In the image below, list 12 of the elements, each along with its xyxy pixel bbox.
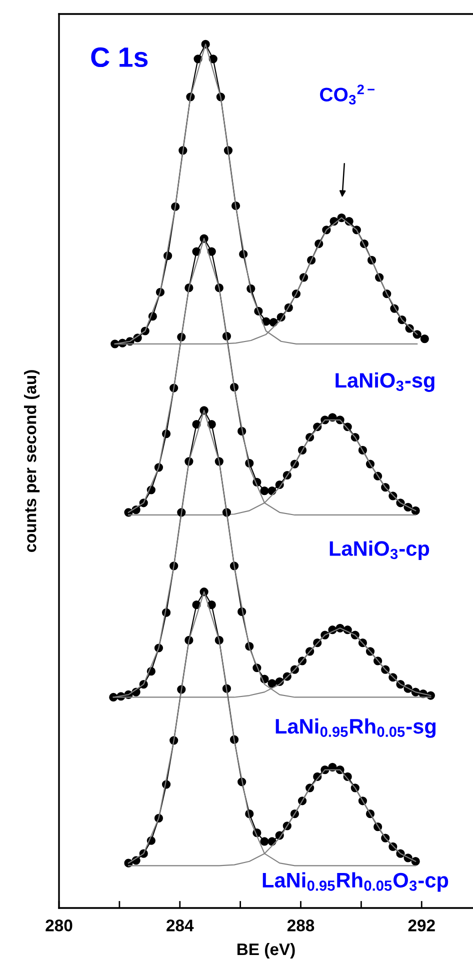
- x-tick-label: 292: [408, 920, 435, 932]
- x-tick-label: 280: [46, 920, 72, 932]
- x-axis-title: BE (eV): [237, 942, 295, 959]
- x-tick-label: 288: [287, 920, 314, 932]
- annotation: LaNiO$_{3}$-cp: [330, 540, 430, 560]
- annotation: LaNi$_{0.95}$Rh$_{0.05}$-sg: [276, 718, 436, 738]
- annotation: C 1s: [91, 47, 148, 68]
- annotation: CO$_{3}$$^{2−}$: [320, 84, 374, 105]
- y-axis-title: counts per second (au): [24, 370, 40, 552]
- annotation: LaNi$_{0.95}$Rh$_{0.05}$O$_{3}$-cp: [262, 872, 448, 892]
- annotation: LaNiO$_{3}$-sg: [336, 372, 434, 392]
- x-tick-label: 284: [166, 920, 194, 932]
